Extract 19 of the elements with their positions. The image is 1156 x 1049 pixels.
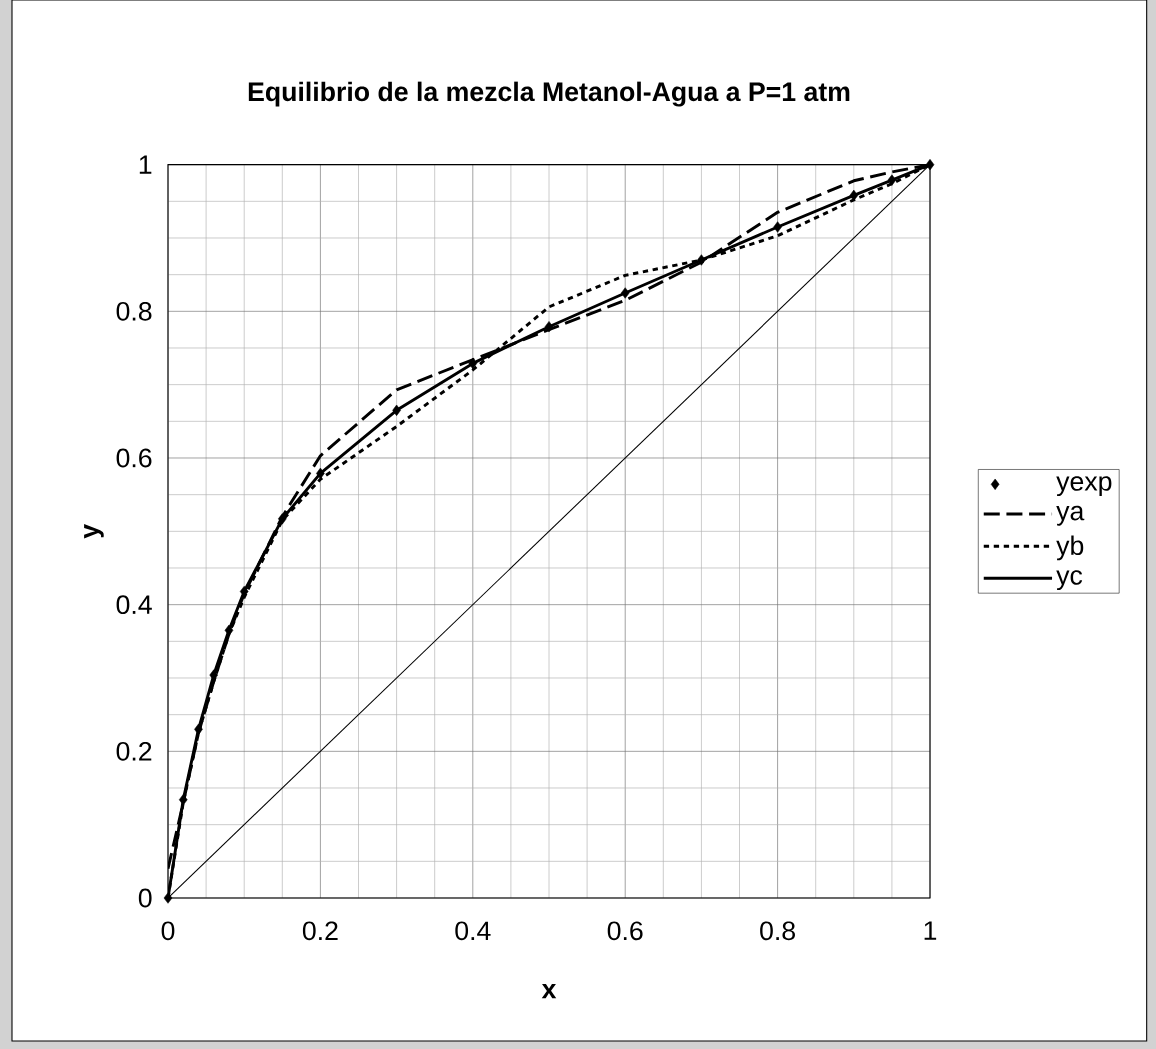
x-tick-label: 0.2 (302, 921, 338, 941)
legend-label: yc (1056, 570, 1083, 591)
x-tick-label: 0.6 (607, 921, 643, 941)
x-tick-label: 0 (161, 921, 175, 941)
y-axis-title: y (84, 524, 104, 539)
y-tick-label: 0.8 (116, 301, 152, 321)
x-tick-label: 0.8 (760, 921, 795, 941)
y-tick-label: 0 (138, 888, 152, 908)
x-tick-label: 1 (924, 921, 937, 940)
x-tick-label: 0.4 (455, 921, 491, 941)
x-axis-title: x (541, 984, 557, 999)
y-tick-label: 0.6 (116, 448, 152, 468)
y-tick-label: 0.4 (116, 595, 152, 615)
legend-label: ya (1056, 505, 1085, 526)
y-tick-label: 1 (139, 155, 152, 174)
legend-label: yexp (1056, 476, 1112, 497)
chart-title: Equilibrio de la mezcla Metanol-Agua a P=1 atm (248, 81, 850, 107)
legend-label: yb (1056, 535, 1084, 561)
y-tick-label: 0.2 (116, 741, 152, 761)
